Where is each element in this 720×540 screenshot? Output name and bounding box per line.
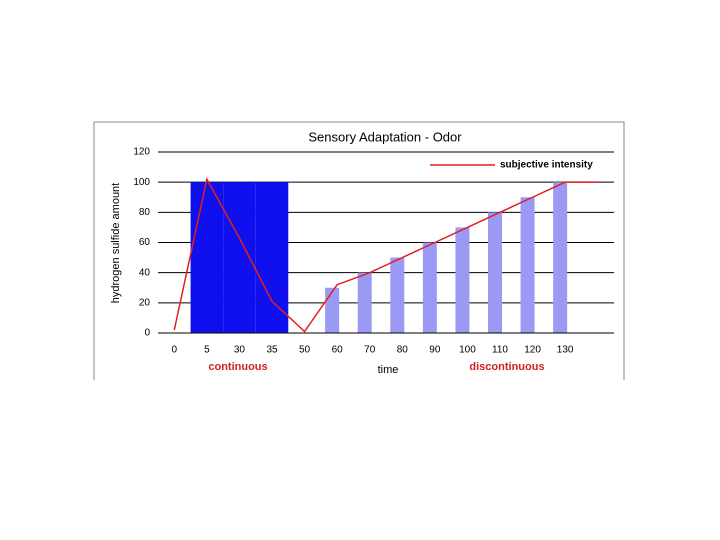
x-tick-label: 60 [332, 345, 344, 356]
x-tick-label: 5 [204, 345, 210, 356]
y-tick-label: 80 [139, 207, 151, 218]
y-tick-label: 100 [133, 177, 150, 188]
x-tick-label: 70 [364, 345, 376, 356]
bar [553, 182, 568, 333]
x-tick-label: 100 [459, 345, 476, 356]
bar [488, 212, 502, 333]
x-tick-label: 130 [557, 345, 574, 356]
x-tick-label: 110 [492, 345, 508, 356]
line-series [173, 177, 598, 333]
y-tick-label: 0 [144, 328, 150, 339]
bar [357, 272, 372, 333]
bar [390, 257, 405, 333]
bar [422, 242, 437, 333]
legend-label: subjective intensity [500, 160, 593, 171]
x-tick-label: 0 [172, 345, 178, 356]
x-tick-label: 50 [299, 345, 311, 356]
bar [325, 287, 340, 333]
x-tick-label: 120 [524, 345, 541, 356]
annotation: discontinuous [469, 361, 544, 373]
bar [255, 182, 289, 333]
y-tick-label: 60 [139, 237, 151, 248]
x-tick-label: 90 [429, 345, 441, 356]
chart-frame [93, 121, 625, 380]
y-tick-label: 40 [139, 267, 151, 278]
annotation: continuous [208, 361, 267, 373]
bar [520, 197, 535, 333]
x-tick-label: 30 [234, 345, 246, 356]
bar [190, 182, 224, 333]
x-tick-label: 35 [266, 345, 278, 356]
y-tick-label: 120 [133, 147, 150, 158]
bar [455, 227, 470, 333]
x-tick-label: 80 [397, 345, 409, 356]
x-axis-label: time [378, 364, 399, 376]
chart-title: Sensory Adaptation - Odor [308, 129, 462, 144]
y-axis-label: hydrogen sulfide amount [110, 183, 122, 303]
y-tick-label: 20 [139, 297, 151, 308]
bar [223, 182, 256, 333]
